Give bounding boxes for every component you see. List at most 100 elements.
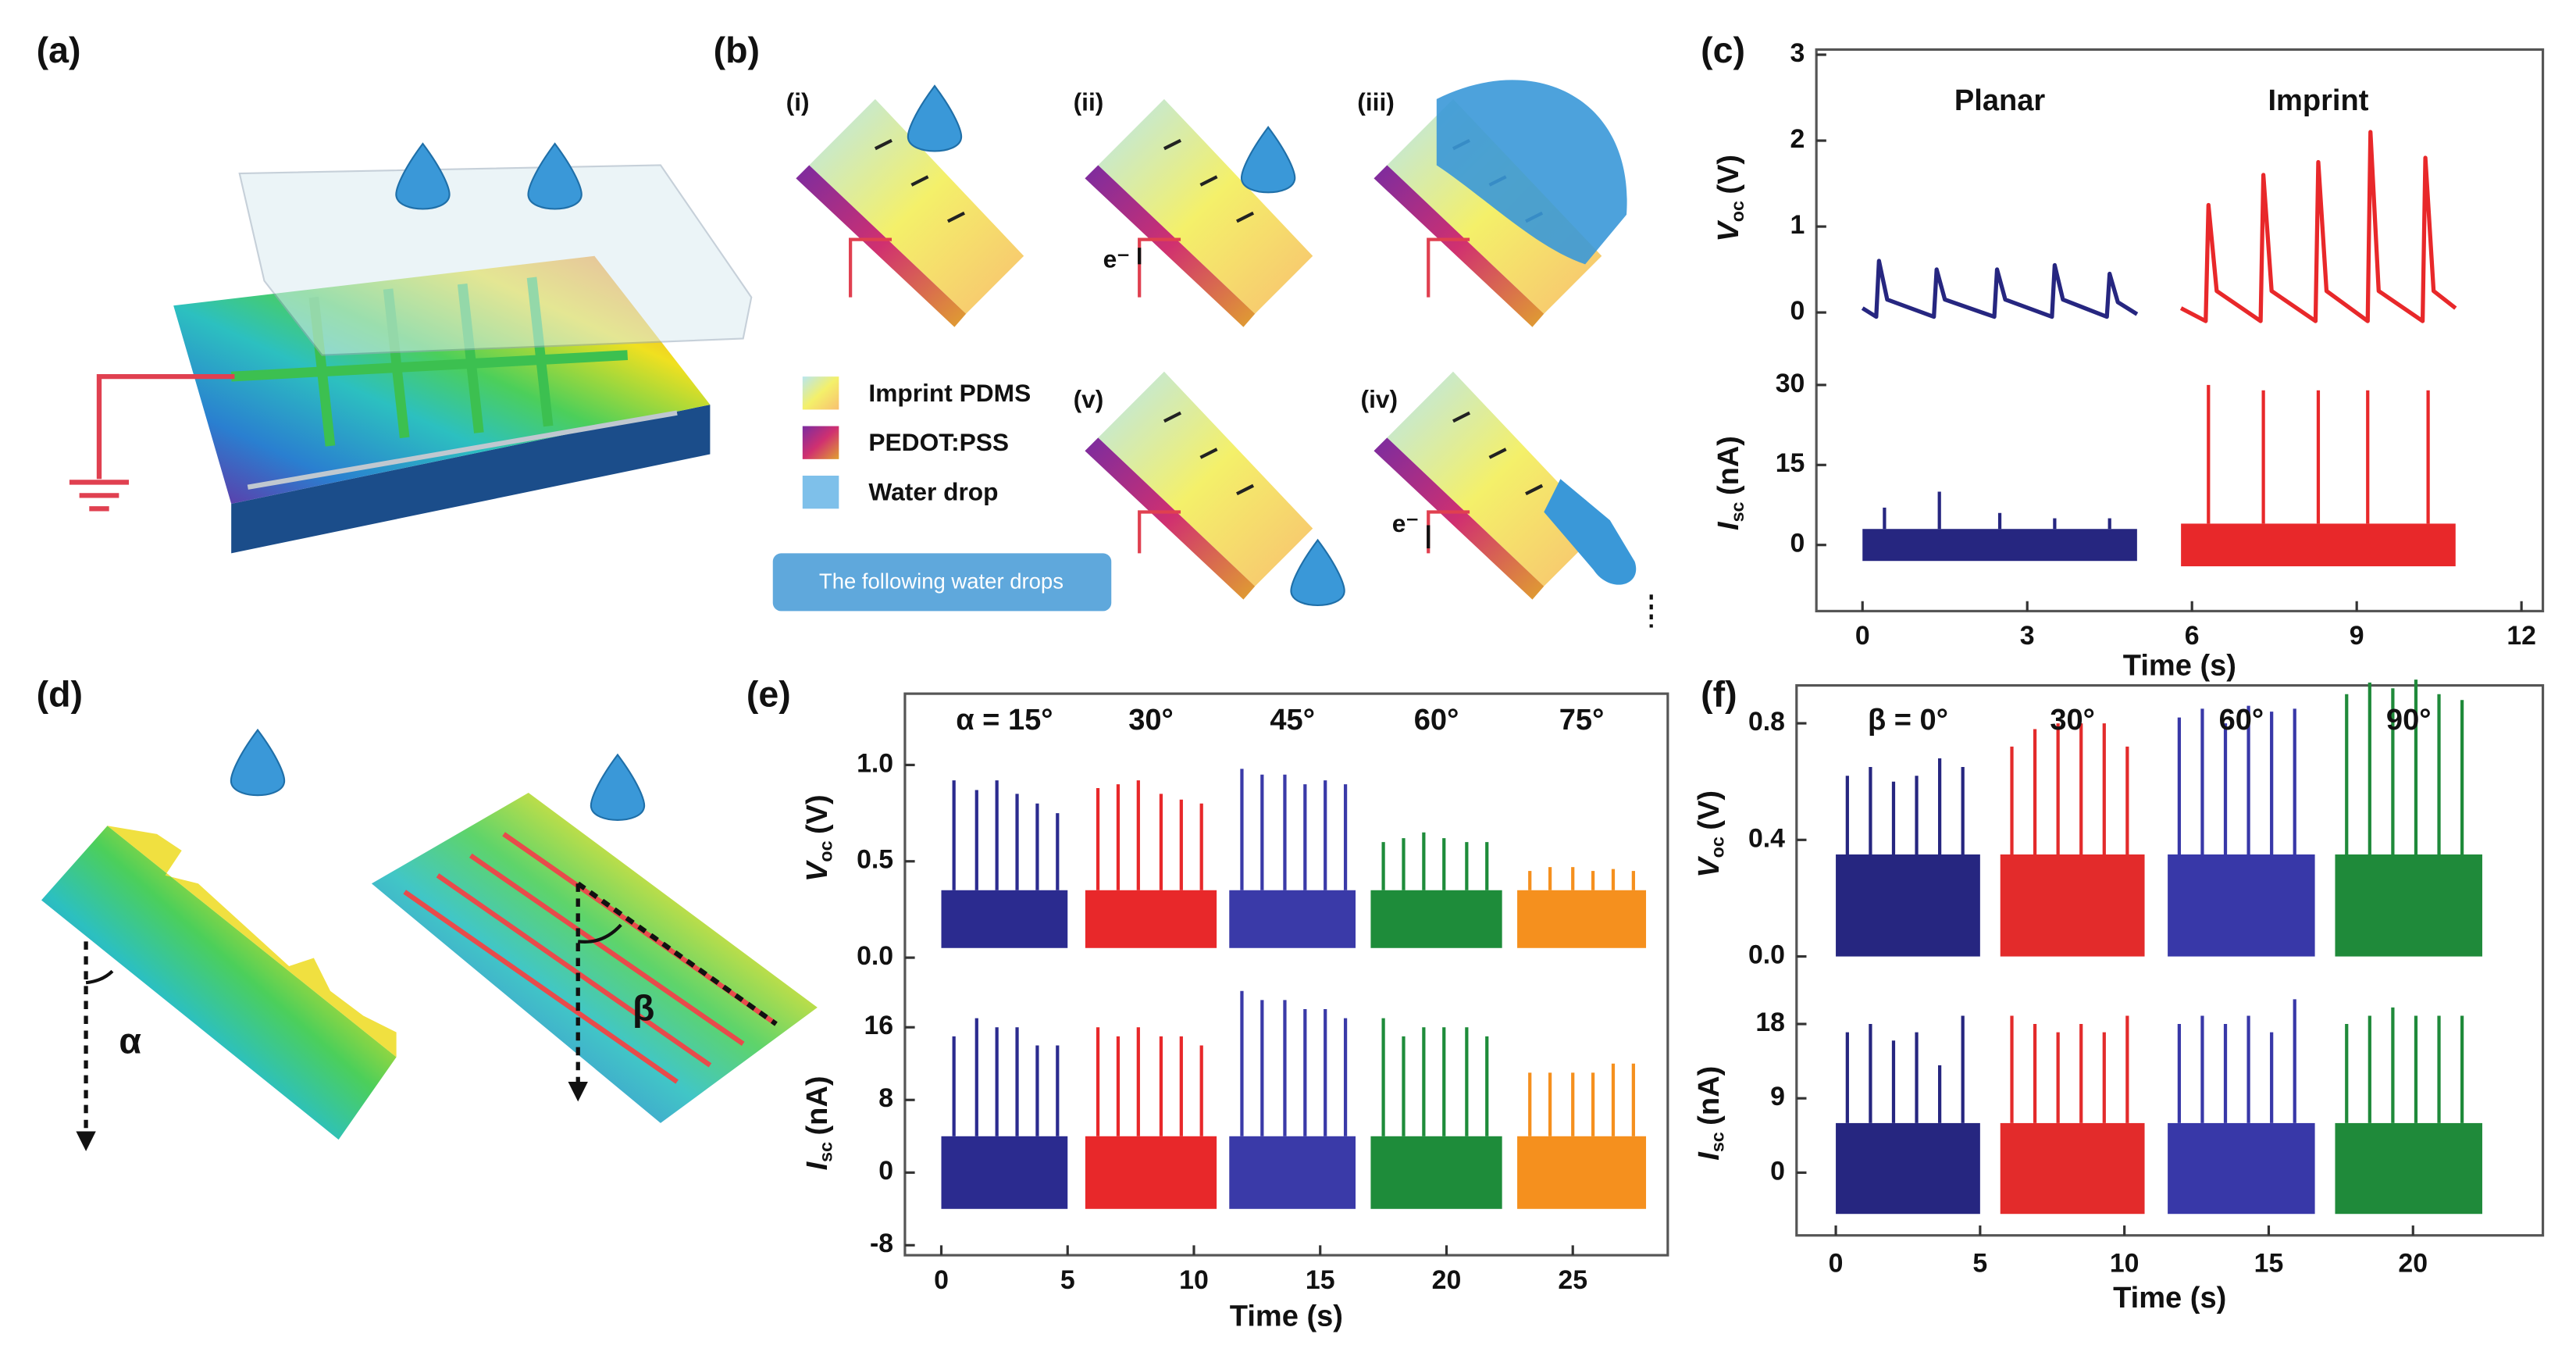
legend-swatch [802,476,839,509]
y-axis-label: Isc (nA) [1693,1066,1728,1161]
step-label: (iv) [1361,385,1398,413]
panel-label: (c) [1701,30,1745,70]
x-tick-label: 9 [2350,621,2364,651]
y-axis-label: Voc (V) [801,794,836,882]
noise-band [2000,854,2145,957]
y-label-unit: (V) [1693,790,1726,830]
device-illustration [69,142,753,554]
legend-label: PEDOT:PSS [868,428,1009,456]
legend-label: 75° [1559,704,1605,737]
noise-band [941,890,1068,948]
signal-line [2179,130,2457,323]
y-label-symbol: V [801,859,834,882]
noise-band [1229,890,1356,948]
y-label-symbol: I [1693,1151,1726,1161]
y-label-sub: oc [816,840,836,861]
x-tick-label: 0 [1829,1249,1844,1279]
x-axis-label: Time (s) [2123,649,2236,682]
y-label-unit: (nA) [1712,436,1745,495]
y-tick-label: 0 [1790,296,1805,326]
noise-band [2335,854,2482,957]
noise-band [1370,890,1502,948]
x-tick-label: 3 [2020,621,2035,651]
noise-band [1085,890,1217,948]
x-tick-label: 20 [1432,1265,1462,1295]
y-tick-label: 0.5 [857,845,893,875]
panel-label: (e) [746,674,791,715]
y-axis-label: Isc (nA) [1712,436,1748,530]
noise-band [1229,1136,1356,1209]
electron-label: e⁻ [1392,509,1419,537]
x-tick-label: 5 [1060,1265,1075,1295]
legend-label: 90° [2386,704,2432,737]
y-label-unit: (nA) [1693,1066,1726,1125]
noise-band [1517,1136,1647,1209]
step-label: (ii) [1074,88,1104,116]
noise-band [2000,1122,2145,1215]
y-label-sub: sc [1727,501,1748,522]
y-label-symbol: I [1712,521,1745,530]
noise-band [1085,1136,1217,1209]
legend-label: 30° [1128,704,1174,737]
legend-label: Imprint PDMS [868,379,1031,407]
electron-label: e⁻ [1103,244,1130,273]
y-tick-label: 0 [1790,529,1805,558]
y-label-unit: (V) [1712,155,1745,194]
noise-band [1836,1122,1980,1215]
panel-label: (d) [37,674,83,715]
noise-band [2181,523,2456,567]
noise-band [2168,854,2315,957]
y-tick-label: 0.0 [1748,940,1785,970]
legend-swatch [802,426,839,459]
x-tick-label: 0 [1855,621,1870,651]
y-tick-label: 9 [1770,1082,1785,1111]
signal-line [1861,259,2139,319]
x-tick-label: 6 [2185,621,2200,651]
angle-label: β [632,987,654,1028]
x-tick-label: 15 [2254,1249,2284,1279]
noise-band [1370,1136,1502,1209]
y-label-symbol: V [1712,219,1745,242]
mechanism-steps [796,80,1653,628]
angle-label: α [119,1021,141,1061]
legend-label: 60° [1414,704,1459,737]
y-label-unit: (V) [801,794,834,834]
y-tick-label: 3 [1790,38,1805,68]
x-tick-label: 25 [1558,1265,1587,1295]
x-tick-label: 15 [1306,1265,1335,1295]
y-label-symbol: V [1693,855,1726,878]
plot-frame [903,692,1669,1257]
noise-band [2335,1122,2482,1215]
legend-label: Water drop [868,478,998,506]
panel-label: (b) [714,30,760,70]
y-tick-label: 15 [1776,448,1805,478]
x-tick-label: 12 [2507,621,2536,651]
legend-label: 60° [2219,704,2264,737]
plot-frame [1815,48,2545,612]
y-label-symbol: I [801,1161,834,1170]
x-axis-label: Time (s) [1230,1300,1343,1332]
legend-swatch [802,376,839,410]
y-tick-label: 0 [878,1156,893,1186]
step-label: (v) [1074,385,1104,413]
y-axis-label: Voc (V) [1712,155,1748,242]
legend-label: 30° [2050,704,2095,737]
y-tick-label: 30 [1776,369,1805,398]
legend-label: Planar [1954,84,2046,117]
y-label-sub: sc [1708,1132,1728,1152]
y-tick-label: 16 [864,1011,893,1040]
y-tick-label: 1.0 [857,748,893,778]
x-tick-label: 5 [1972,1249,1987,1279]
x-axis-label: Time (s) [2113,1282,2226,1315]
step-label: (i) [786,88,810,116]
y-label-sub: sc [816,1142,836,1162]
legend-label: Imprint [2268,84,2368,117]
noise-band [1862,529,2137,562]
noise-band [1836,854,1980,957]
legend-label: α = 15° [956,704,1053,737]
y-tick-label: 0.8 [1748,707,1785,737]
y-tick-label: 0.4 [1748,823,1785,853]
legend-label: 45° [1270,704,1315,737]
y-label-unit: (nA) [801,1076,834,1135]
